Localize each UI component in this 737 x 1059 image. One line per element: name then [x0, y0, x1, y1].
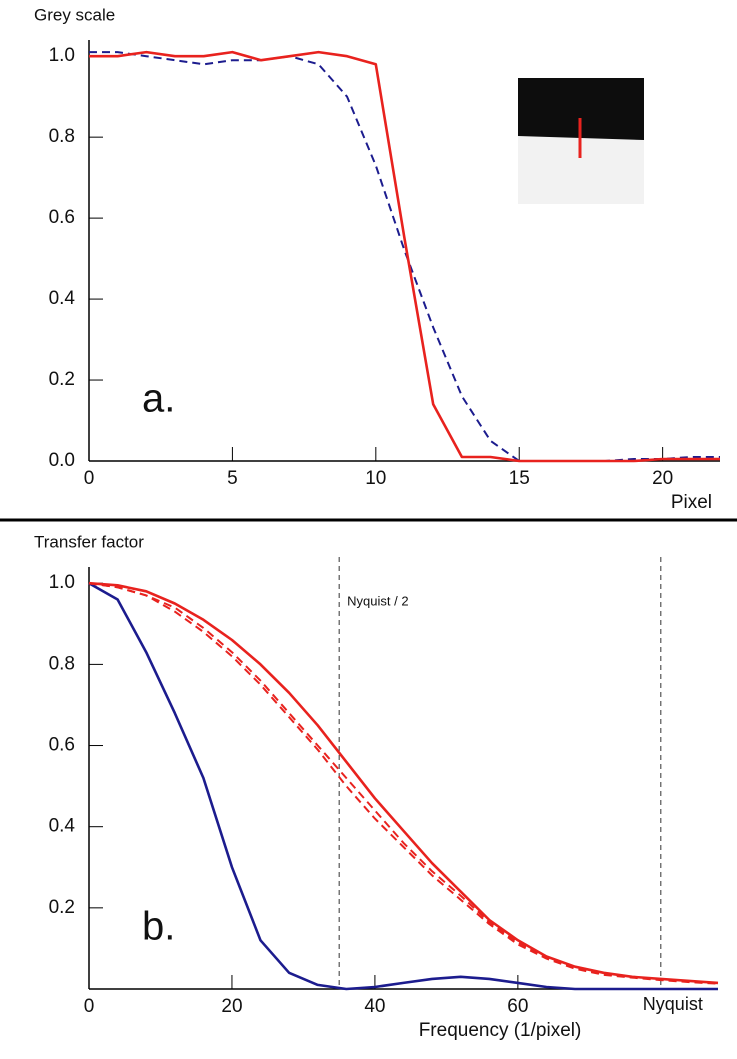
- y-tick-label: 0.6: [49, 207, 75, 228]
- panel-label: b.: [142, 905, 175, 949]
- y-tick-label: 0.8: [49, 126, 75, 147]
- inset-dark: [518, 78, 644, 140]
- reference-label: Nyquist: [643, 994, 703, 1014]
- y-axis-title: Transfer factor: [34, 532, 144, 551]
- y-axis-title: Grey scale: [34, 5, 115, 24]
- series-line: [88, 582, 719, 985]
- x-tick-label: 40: [364, 996, 385, 1017]
- inset-image: [518, 78, 644, 204]
- panel-label: a.: [142, 377, 175, 421]
- series-line: [88, 581, 719, 985]
- x-tick-label: 20: [221, 996, 242, 1017]
- x-tick-label: 0: [84, 468, 95, 489]
- x-axis-title: Frequency (1/pixel): [419, 1020, 582, 1041]
- y-tick-label: 0.2: [49, 369, 75, 390]
- x-tick-label: 10: [365, 468, 386, 489]
- x-tick-label: 60: [507, 996, 528, 1017]
- x-tick-label: 20: [652, 468, 673, 489]
- y-tick-label: 0.4: [49, 288, 76, 309]
- y-tick-label: 0.8: [49, 653, 75, 674]
- series-line: [89, 50, 720, 463]
- y-tick-label: 1.0: [49, 45, 75, 66]
- x-tick-label: 15: [509, 468, 530, 489]
- reference-label: Nyquist / 2: [347, 593, 408, 608]
- y-tick-label: 1.0: [49, 572, 75, 593]
- x-tick-label: 0: [84, 996, 95, 1017]
- x-axis-title: Pixel: [671, 492, 712, 513]
- y-tick-label: 0.4: [49, 816, 76, 837]
- series-line: [88, 582, 718, 991]
- x-tick-label: 5: [227, 468, 238, 489]
- series-line: [89, 51, 720, 462]
- y-tick-label: 0.2: [49, 897, 75, 918]
- y-tick-label: 0.0: [49, 450, 75, 471]
- series-line: [88, 582, 719, 985]
- y-tick-label: 0.6: [49, 735, 75, 756]
